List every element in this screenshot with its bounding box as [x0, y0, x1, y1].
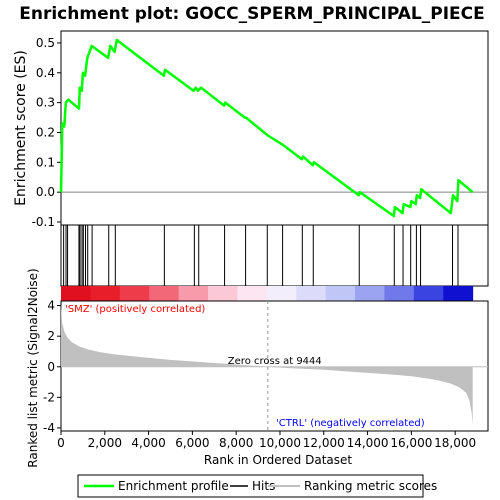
- es-y-tick-label: 0.1: [36, 155, 55, 169]
- metric-x-tick-label: 16,000: [390, 436, 432, 450]
- metric-x-axis-label: Rank in Ordered Dataset: [204, 453, 352, 467]
- hits-group: [63, 225, 459, 286]
- chart-title: Enrichment plot: GOCC_SPERM_PRINCIPAL_PI…: [19, 4, 484, 24]
- metric-x-tick-label: 6,000: [175, 436, 209, 450]
- negative-correlation-label: 'CTRL' (negatively correlated): [276, 418, 425, 429]
- metric-y-tick-label: 4: [47, 299, 55, 313]
- color-bar-segment: [355, 286, 385, 301]
- color-bar-segment: [266, 286, 297, 301]
- metric-x-tick-label: 18,000: [434, 436, 476, 450]
- color-bar-segment: [296, 286, 327, 301]
- color-bar-segment: [119, 286, 150, 301]
- color-bar-segment: [90, 286, 121, 301]
- metric-y-tick-label: -4: [43, 421, 55, 435]
- color-bar-segment: [237, 286, 268, 301]
- metric-x-tick-label: 10,000: [259, 436, 301, 450]
- color-bar-segment: [208, 286, 238, 301]
- metric-x-tick-label: 14,000: [347, 436, 389, 450]
- color-bar-segment: [443, 286, 474, 301]
- ranking-color-bar: [61, 286, 474, 301]
- hits-panel-frame: [60, 224, 489, 287]
- es-y-axis-label: Enrichment score (ES): [13, 50, 29, 206]
- color-bar-segment: [61, 286, 91, 301]
- metric-x-tick-label: 8,000: [219, 436, 253, 450]
- color-bar-segment: [149, 286, 180, 301]
- metric-y-tick-label: 2: [47, 329, 55, 343]
- legend-hits-label: Hits: [252, 479, 275, 493]
- legend-box: [77, 474, 424, 498]
- positive-correlation-label: 'SMZ' (positively correlated): [65, 304, 205, 315]
- metric-x-tick-label: 4,000: [131, 436, 165, 450]
- color-bar-segment: [178, 286, 209, 301]
- color-bar-segment: [384, 286, 415, 301]
- metric-area: [61, 304, 473, 425]
- metric-y-tick-label: -2: [43, 390, 55, 404]
- es-y-tick-label: 0.3: [36, 96, 55, 110]
- metric-x-tick-label: 0: [57, 436, 65, 450]
- metric-y-axis: -4 -2 0 2 4: [43, 299, 61, 435]
- es-y-tick-label: 0.0: [36, 185, 55, 199]
- metric-y-axis-label: Ranked list metric (Signal2Noise): [26, 268, 40, 467]
- es-line-group: [59, 38, 474, 218]
- metric-area-group: [61, 304, 488, 425]
- es-y-tick-label: -0.1: [32, 215, 55, 229]
- metric-x-axis: 0 2,000 4,000 6,000 8,000 10,000 12,000 14,000 1…: [57, 431, 476, 450]
- es-y-tick-label: 0.5: [36, 36, 55, 50]
- color-bar-segment: [325, 286, 356, 301]
- legend-metric-label: Ranking metric scores: [304, 479, 437, 493]
- es-y-tick-label: 0.2: [36, 125, 55, 139]
- color-bar-segment: [413, 286, 444, 301]
- es-y-axis: -0.1 0.0 0.1 0.2 0.3 0.4 0.5: [32, 36, 61, 229]
- es-y-tick-label: 0.4: [36, 66, 55, 80]
- zero-cross-label: Zero cross at 9444: [228, 356, 322, 367]
- metric-x-tick-label: 2,000: [88, 436, 122, 450]
- metric-y-tick-label: 0: [47, 360, 55, 374]
- legend-enrichment-label: Enrichment profile: [118, 479, 229, 493]
- es-series-line: [59, 38, 474, 218]
- legend: Enrichment profile Hits Ranking metric sco…: [84, 479, 437, 493]
- es-panel-frame: [60, 30, 489, 226]
- metric-x-tick-label: 12,000: [303, 436, 345, 450]
